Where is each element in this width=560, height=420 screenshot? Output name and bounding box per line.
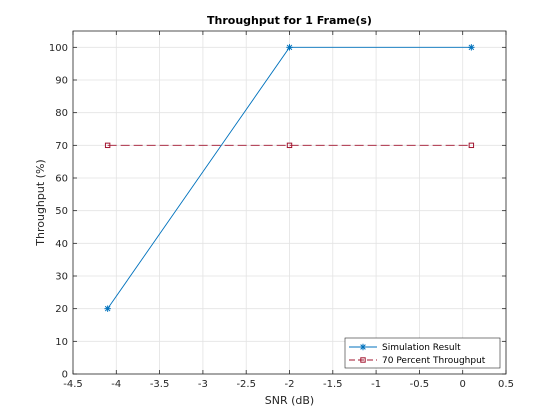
y-tick-label: 100	[49, 43, 68, 54]
series-2	[104, 142, 475, 149]
y-tick-label: 40	[55, 239, 68, 250]
data-series	[104, 44, 475, 312]
x-axis-label: SNR (dB)	[265, 394, 314, 407]
data-point-star	[359, 343, 367, 351]
axis-ticks: -4.5 -4 -3.5 -3 -2.5 -2 -1.5 -1 -0.5 0 0.5 0 10 20 30 4…	[49, 31, 514, 390]
legend-entries: Simulation Result 70 Percent Throughput	[349, 343, 486, 366]
data-point-square	[286, 142, 293, 149]
x-tick-label: 0	[460, 379, 466, 390]
y-tick-label: 90	[55, 76, 68, 87]
data-point-square	[104, 142, 111, 149]
x-tick-label: -3	[198, 379, 208, 390]
y-tick-label: 50	[55, 206, 68, 217]
legend-box	[344, 337, 501, 369]
x-tick-label: -4	[111, 379, 121, 390]
plot-border	[72, 30, 507, 375]
star-stroke-antidiagonal	[286, 44, 293, 51]
y-tick-label: 0	[62, 370, 68, 381]
x-tick-label: -1	[371, 379, 381, 390]
star-stroke-antidiagonal	[104, 305, 111, 312]
y-tick-label: 30	[55, 272, 68, 283]
chart-title: Throughput for 1 Frame(s)	[207, 14, 372, 27]
x-tick-label: -1.5	[323, 379, 343, 390]
x-tick-label: -2	[285, 379, 295, 390]
x-tick-label: -0.5	[410, 379, 430, 390]
y-tick-label: 80	[55, 108, 68, 119]
legend-label: 70 Percent Throughput	[382, 356, 486, 366]
star-stroke-antidiagonal	[360, 344, 366, 350]
y-tick-label: 10	[55, 337, 68, 348]
series-1	[104, 44, 475, 312]
data-point-star	[286, 44, 293, 51]
legend-entry: Simulation Result	[349, 343, 461, 353]
x-tick-label: -2.5	[236, 379, 256, 390]
legend: Simulation Result 70 Percent Throughput	[344, 337, 501, 369]
y-tick-label: 20	[55, 304, 68, 315]
data-point-star	[468, 44, 475, 51]
star-stroke-antidiagonal	[468, 44, 475, 51]
data-point-star	[104, 305, 111, 312]
x-tick-label: -4.5	[63, 379, 83, 390]
data-point-square	[360, 357, 366, 363]
y-tick-label: 60	[55, 174, 68, 185]
y-axis-label: Throughput (%)	[34, 159, 47, 246]
y-tick-label: 70	[55, 141, 68, 152]
legend-entry: 70 Percent Throughput	[349, 356, 486, 366]
legend-label: Simulation Result	[382, 343, 461, 353]
data-point-square	[468, 142, 475, 149]
x-tick-label: -3.5	[150, 379, 170, 390]
x-tick-label: 0.5	[498, 379, 514, 390]
